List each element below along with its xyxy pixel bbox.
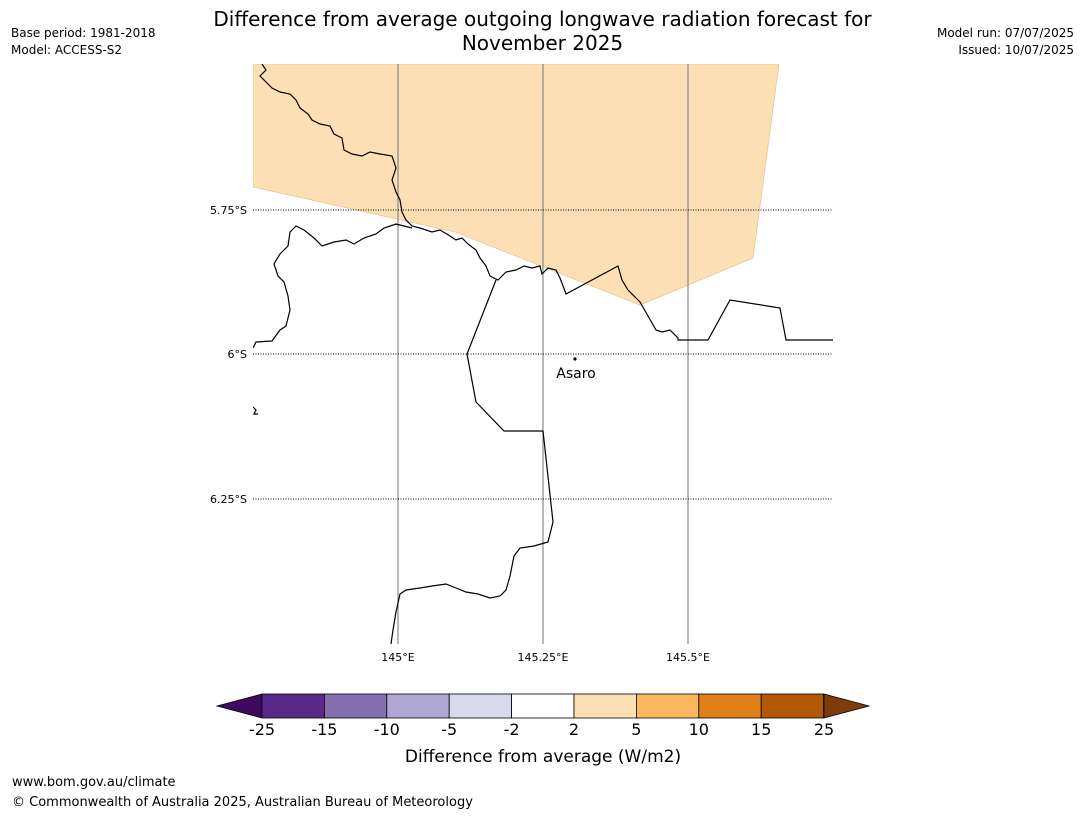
lat-label-6s: 6°S: [228, 348, 247, 361]
footer-url: www.bom.gov.au/climate: [12, 775, 176, 790]
map-area: [253, 64, 833, 644]
footer-copyright: © Commonwealth of Australia 2025, Austra…: [12, 795, 473, 810]
colorbar-tick: 15: [751, 720, 771, 739]
boundary-north: [259, 64, 833, 341]
base-period: Base period: 1981-2018: [11, 26, 156, 40]
colorbar-bin-1: [261, 693, 325, 719]
meta-left: Base period: 1981-2018 Model: ACCESS-S2: [11, 25, 156, 59]
model-name: Model: ACCESS-S2: [11, 43, 123, 57]
colorbar-bin-4: [448, 693, 513, 719]
chart-title: Difference from average outgoing longwav…: [0, 7, 1085, 55]
boundary-fragment: [253, 406, 258, 415]
colorbar-extend-high: [823, 693, 871, 719]
colorbar-tick: -10: [374, 720, 400, 739]
colorbar-bin-9: [760, 693, 825, 719]
asaro-marker: [573, 357, 577, 361]
anomaly-region: [253, 64, 780, 306]
title-line-2: November 2025: [461, 31, 624, 55]
colorbar-tick: -15: [311, 720, 337, 739]
colorbar-bin-2: [323, 693, 388, 719]
colorbar-tick: -5: [441, 720, 457, 739]
colorbar-tick: 2: [569, 720, 579, 739]
boundary-west-coast: [253, 223, 413, 349]
lat-label-6-25s: 6.25°S: [210, 493, 247, 506]
colorbar-bin-5: [511, 693, 575, 719]
colorbar-bin-8: [698, 693, 762, 719]
colorbar-tick: 10: [689, 720, 709, 739]
issued-date: Issued: 10/07/2025: [958, 43, 1074, 57]
colorbar-tick: -25: [249, 720, 275, 739]
title-line-1: Difference from average outgoing longwav…: [213, 7, 872, 31]
lon-label-145e: 145°E: [381, 651, 414, 664]
colorbar-tick: -2: [504, 720, 520, 739]
meta-right: Model run: 07/07/2025 Issued: 10/07/2025: [937, 25, 1074, 59]
colorbar-bin-7: [636, 693, 700, 719]
boundary-central: [390, 279, 554, 644]
colorbar-tick: 5: [631, 720, 641, 739]
colorbar-tick: 25: [814, 720, 834, 739]
colorbar-bin-3: [386, 693, 450, 719]
boundaries: [253, 64, 833, 644]
lon-label-145-5e: 145.5°E: [666, 651, 710, 664]
lat-label-5-75s: 5.75°S: [210, 204, 247, 217]
model-run: Model run: 07/07/2025: [936, 26, 1074, 40]
colorbar-label: Difference from average (W/m2): [405, 747, 681, 767]
colorbar-extend-low: [215, 693, 263, 719]
place-label-asaro: Asaro: [556, 366, 595, 382]
colorbar-bin-6: [573, 693, 637, 719]
lon-label-145-25e: 145.25°E: [518, 651, 569, 664]
colorbar: -25 -15 -10 -5 -2 2 5 10 15 25 Differenc…: [215, 693, 871, 767]
